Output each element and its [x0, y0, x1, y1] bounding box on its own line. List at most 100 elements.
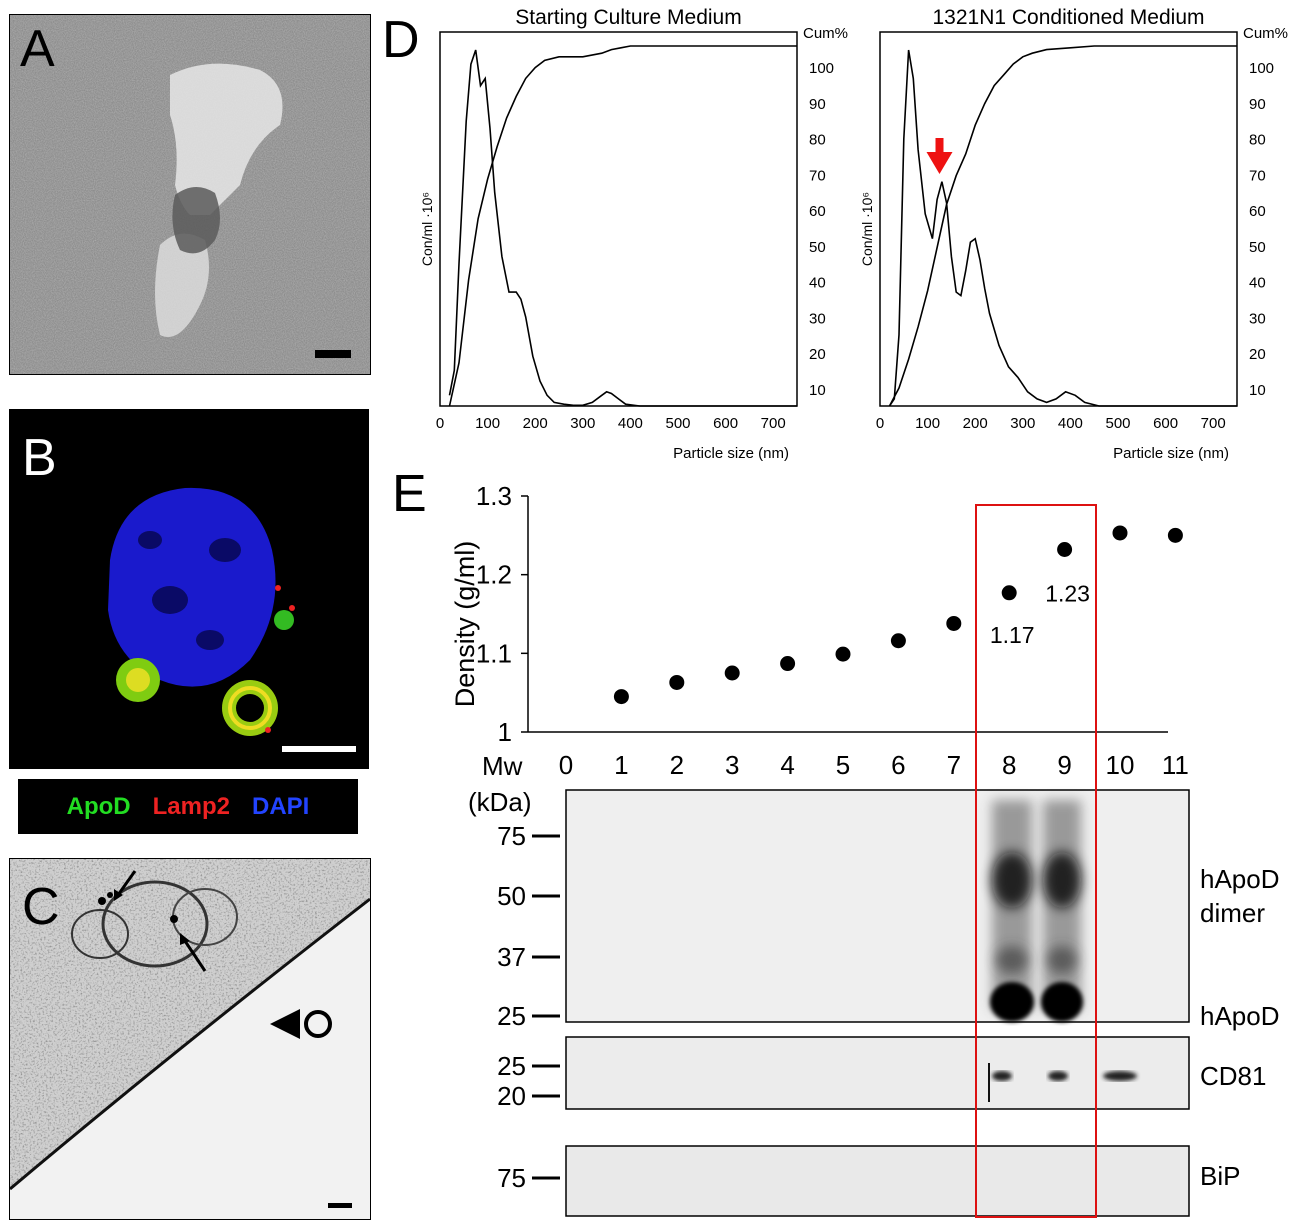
- micrograph-b-image: [10, 410, 368, 768]
- y-right-tick-label: 40: [809, 275, 826, 292]
- bip-blot-membrane: [565, 1145, 1190, 1217]
- fraction-label: 3: [725, 750, 739, 780]
- y-right-axis-label: Cum%: [1243, 25, 1288, 42]
- y-right-tick-label: 10: [809, 382, 826, 399]
- y-tick-label: 1: [498, 717, 512, 747]
- scale-bar: [315, 350, 351, 358]
- y-right-tick-label: 20: [1249, 346, 1266, 363]
- density-point: [835, 646, 851, 662]
- x-tick-label: 400: [1058, 415, 1083, 432]
- density-point: [1112, 525, 1128, 541]
- micrograph-a: A: [9, 14, 371, 375]
- x-tick-label: 500: [1105, 415, 1130, 432]
- cumulative-line: [888, 45, 1237, 407]
- point-label: 1.17: [990, 622, 1035, 648]
- fraction-label: 2: [670, 750, 684, 780]
- concentration-line: [448, 49, 797, 407]
- x-tick-label: 100: [475, 415, 500, 432]
- y-right-tick-label: 30: [809, 310, 826, 327]
- panel-letter-c: C: [22, 878, 60, 936]
- band-label-cd81: CD81: [1200, 1061, 1266, 1091]
- monomer-band: [1041, 982, 1083, 1022]
- density-point: [890, 633, 906, 649]
- x-tick-label: 600: [713, 415, 738, 432]
- band-label-monomer: hApoD: [1200, 1001, 1280, 1031]
- y-right-tick-label: 60: [1249, 203, 1266, 220]
- band-label-dimer-line1: hApoD: [1200, 864, 1280, 894]
- y-right-tick-label: 30: [1249, 310, 1266, 327]
- mw-marker-label: 25: [497, 1051, 526, 1081]
- channel-legend: ApoD Lamp2 DAPI: [18, 779, 358, 834]
- x-axis-label: Particle size (nm): [673, 445, 789, 462]
- y-right-tick-label: 60: [809, 203, 826, 220]
- density-point: [669, 674, 685, 690]
- density-point: [1001, 585, 1017, 601]
- nta-chart-starting-medium: Starting Culture Medium Cum% 10 20 30 40 50 60 7…: [419, 6, 848, 462]
- scale-bar: [282, 746, 356, 752]
- mw-marker-label: 37: [497, 942, 526, 972]
- arrow-head: [926, 152, 953, 174]
- y-right-tick-label: 20: [809, 346, 826, 363]
- main-blot-membrane: [565, 789, 1190, 1023]
- fraction-label: 7: [947, 750, 961, 780]
- band-label-dimer-line2: dimer: [1200, 898, 1265, 928]
- chart-title: 1321N1 Conditioned Medium: [932, 6, 1204, 29]
- dimer-band: [992, 852, 1032, 908]
- scale-bar: [328, 1203, 352, 1208]
- panel-letter-e: E: [392, 465, 427, 523]
- micrograph-a-image: [10, 15, 370, 374]
- band-smear: [1047, 946, 1077, 974]
- cd81-band: [992, 1071, 1012, 1081]
- plot-frame: [879, 31, 1238, 407]
- y-right-tick-label: 50: [1249, 239, 1266, 256]
- panel-letter-a: A: [20, 20, 55, 78]
- y-right-tick-label: 80: [809, 132, 826, 149]
- density-point: [780, 656, 796, 672]
- y-right-tick-label: 100: [809, 60, 834, 77]
- density-point: [946, 615, 962, 631]
- mw-marker-label: 25: [497, 1001, 526, 1031]
- band-smear: [996, 946, 1028, 974]
- mw-marker-label: 20: [497, 1081, 526, 1111]
- micrograph-c: C: [9, 858, 371, 1220]
- fraction-label: 10: [1106, 750, 1135, 780]
- concentration-line: [888, 49, 1237, 407]
- y-tick-label: 1.1: [476, 638, 512, 668]
- fraction-label: 8: [1002, 750, 1016, 780]
- x-tick-label: 200: [963, 415, 988, 432]
- cd81-band: [1103, 1071, 1137, 1081]
- x-tick-label: 100: [915, 415, 940, 432]
- fraction-label: 4: [780, 750, 794, 780]
- y-right-axis-label: Cum%: [803, 25, 848, 42]
- arrow-shaft: [935, 138, 944, 154]
- density-point: [724, 665, 740, 681]
- y-right-tick-label: 100: [1249, 60, 1274, 77]
- x-tick-label: 200: [523, 415, 548, 432]
- mw-marker-label: 75: [497, 821, 526, 851]
- density-point: [613, 689, 629, 705]
- red-arrow-annotation: [926, 138, 953, 174]
- point-label: 1.23: [1045, 580, 1090, 606]
- y-axis-label: Density (g/ml): [450, 541, 480, 708]
- fraction-label: 5: [836, 750, 850, 780]
- legend-dapi: DAPI: [252, 792, 310, 820]
- x-tick-label: 300: [1010, 415, 1035, 432]
- y-right-tick-label: 40: [1249, 275, 1266, 292]
- dimer-band: [1043, 852, 1081, 908]
- y-left-axis-label: Con/ml ·10⁶: [419, 192, 435, 266]
- y-tick-label: 1.3: [476, 481, 512, 511]
- fraction-label: 0: [559, 750, 573, 780]
- y-right-tick-label: 90: [1249, 96, 1266, 113]
- x-axis-label: Particle size (nm): [1113, 445, 1229, 462]
- x-tick-label: 500: [665, 415, 690, 432]
- density-scatter-chart: 1 1.1 1.2 1.3 Density (g/ml) 1.17 1.23 0 1 2 3 4 5 6 7…: [450, 481, 1189, 780]
- mw-header: Mw: [482, 751, 523, 781]
- plot-frame: [439, 31, 798, 407]
- y-right-tick-label: 50: [809, 239, 826, 256]
- legend-apod: ApoD: [66, 792, 131, 820]
- x-tick-label: 400: [618, 415, 643, 432]
- fraction-label: 11: [1162, 750, 1189, 780]
- cd81-blot-membrane: [565, 1036, 1190, 1110]
- highlight-box: [975, 504, 1097, 1218]
